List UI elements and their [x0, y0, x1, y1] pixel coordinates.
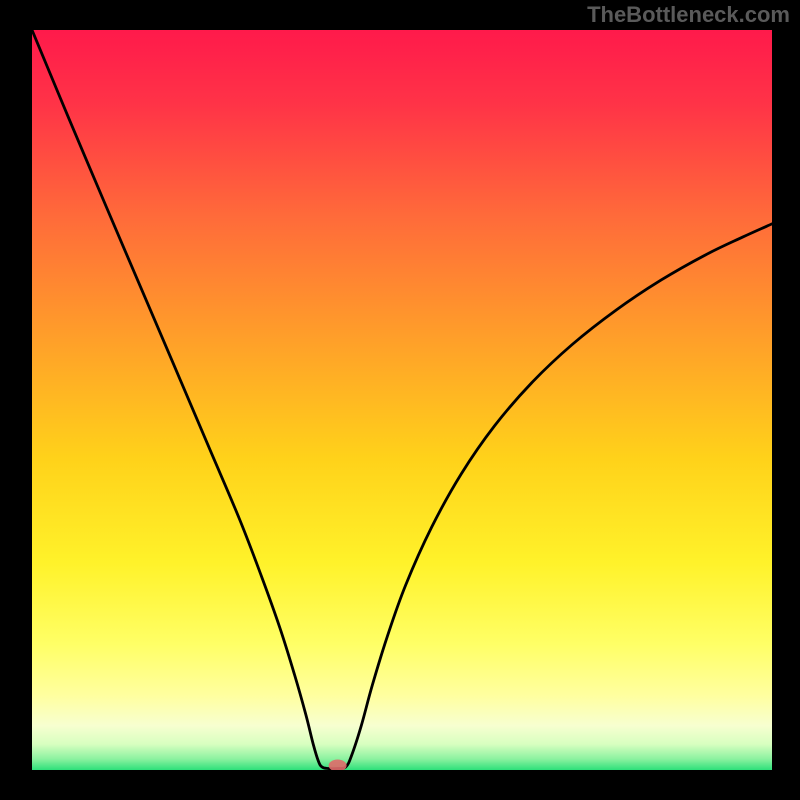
chart-svg [32, 30, 772, 770]
canvas: TheBottleneck.com [0, 0, 800, 800]
gradient-background [32, 30, 772, 770]
plot-area [32, 30, 772, 770]
watermark-text: TheBottleneck.com [587, 2, 790, 28]
